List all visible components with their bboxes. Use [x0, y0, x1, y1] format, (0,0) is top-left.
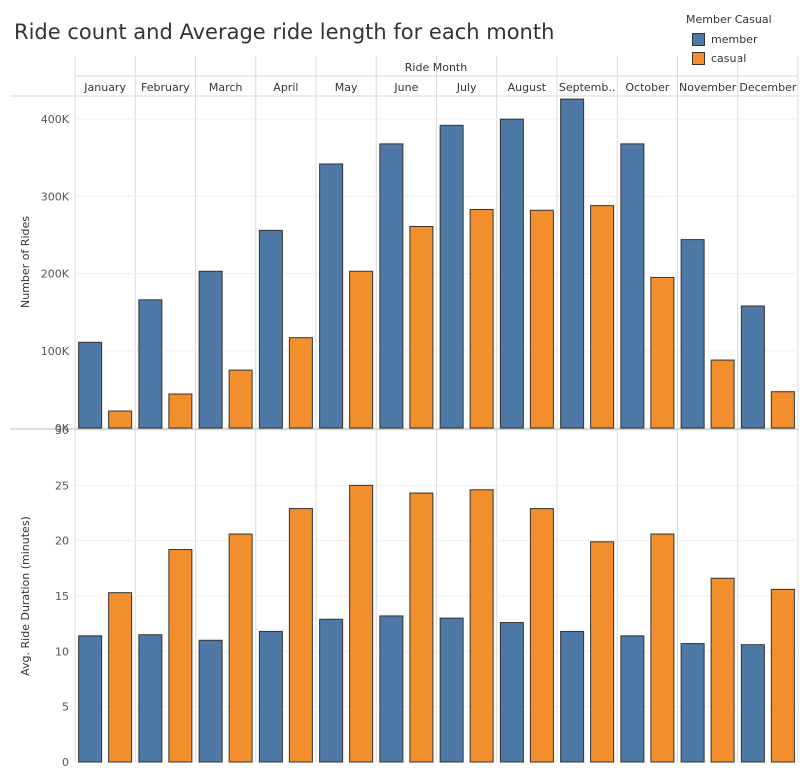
bar-member-duration-7	[439, 617, 464, 763]
y-tick-label: 0K	[55, 422, 70, 435]
bar-casual-rides-1	[108, 410, 133, 429]
y-tick-label: 30	[55, 424, 69, 437]
legend-swatch-casual	[692, 52, 705, 65]
month-header-2: February	[141, 81, 190, 94]
bar-casual-duration-10	[650, 533, 675, 763]
bar-casual-duration-1	[108, 592, 133, 763]
legend-item-member[interactable]: member	[686, 30, 772, 49]
bar-member-duration-2	[138, 634, 163, 763]
bar-member-rides-8	[499, 118, 524, 429]
bar-member-duration-12	[740, 644, 765, 763]
bar-member-duration-1	[78, 635, 103, 763]
bar-casual-rides-6	[409, 225, 434, 429]
bar-member-duration-8	[499, 622, 524, 763]
bar-casual-duration-12	[770, 588, 795, 763]
bar-member-rides-12	[740, 305, 765, 429]
column-header-label: Ride Month	[405, 61, 467, 74]
y-tick-label: 0	[62, 756, 69, 769]
bar-casual-duration-3	[228, 533, 253, 763]
bar-casual-duration-2	[168, 549, 193, 763]
month-header-3: March	[209, 81, 243, 94]
bar-casual-rides-10	[650, 276, 675, 429]
y-tick-label: 400K	[41, 113, 70, 126]
bar-casual-duration-8	[529, 508, 554, 763]
bar-casual-duration-4	[288, 508, 313, 763]
bar-member-duration-9	[560, 630, 585, 763]
bar-casual-rides-7	[469, 208, 494, 429]
month-header-10: October	[625, 81, 669, 94]
bar-member-rides-4	[258, 229, 283, 429]
bar-casual-duration-11	[710, 577, 735, 763]
legend-swatch-member	[692, 33, 705, 46]
bar-casual-rides-5	[349, 270, 374, 429]
y-tick-label: 200K	[41, 268, 70, 281]
y-axis-label-rides: Number of Rides	[19, 216, 32, 308]
bar-member-rides-7	[439, 124, 464, 429]
y-axis-label-duration: Avg. Ride Duration (minutes)	[19, 516, 32, 676]
month-header-4: April	[273, 81, 298, 94]
bar-member-rides-6	[379, 143, 404, 429]
bar-member-duration-10	[620, 635, 645, 763]
bar-casual-rides-8	[529, 209, 554, 429]
y-tick-label: 15	[55, 590, 69, 603]
month-header-7: July	[456, 81, 477, 94]
bar-member-rides-3	[198, 270, 223, 429]
month-header-6: June	[393, 81, 418, 94]
bar-casual-rides-4	[288, 337, 313, 429]
y-tick-label: 10	[55, 645, 69, 658]
legend-title: Member Casual	[686, 13, 772, 26]
bar-member-rides-10	[620, 143, 645, 429]
bar-casual-rides-9	[590, 205, 615, 429]
bar-member-rides-11	[680, 239, 705, 429]
month-header-12: December	[739, 81, 797, 94]
bar-casual-duration-5	[349, 484, 374, 763]
bar-member-duration-3	[198, 639, 223, 763]
bar-casual-rides-11	[710, 359, 735, 429]
bar-casual-duration-7	[469, 489, 494, 763]
bar-member-rides-5	[319, 163, 344, 429]
bar-casual-duration-6	[409, 492, 434, 763]
bar-casual-rides-3	[228, 369, 253, 429]
bar-casual-duration-9	[590, 541, 615, 763]
chart-title: Ride count and Average ride length for e…	[14, 20, 555, 44]
month-header-11: November	[679, 81, 737, 94]
month-header-9: Septemb..	[559, 81, 616, 94]
y-tick-label: 20	[55, 535, 69, 548]
bar-member-duration-11	[680, 643, 705, 763]
month-header-5: May	[335, 81, 358, 94]
y-tick-label: 5	[62, 701, 69, 714]
bar-member-rides-2	[138, 299, 163, 429]
legend-label-member: member	[711, 33, 758, 46]
y-tick-label: 100K	[41, 345, 70, 358]
month-header-1: January	[83, 81, 126, 94]
y-tick-label: 25	[55, 479, 69, 492]
bar-casual-rides-12	[770, 391, 795, 429]
bar-casual-rides-2	[168, 393, 193, 429]
month-header-8: August	[508, 81, 547, 94]
bar-member-rides-9	[560, 98, 585, 429]
y-tick-label: 300K	[41, 190, 70, 203]
bar-member-duration-5	[319, 618, 344, 763]
bar-member-duration-4	[258, 630, 283, 763]
bar-member-rides-1	[78, 341, 103, 429]
bar-member-duration-6	[379, 615, 404, 763]
